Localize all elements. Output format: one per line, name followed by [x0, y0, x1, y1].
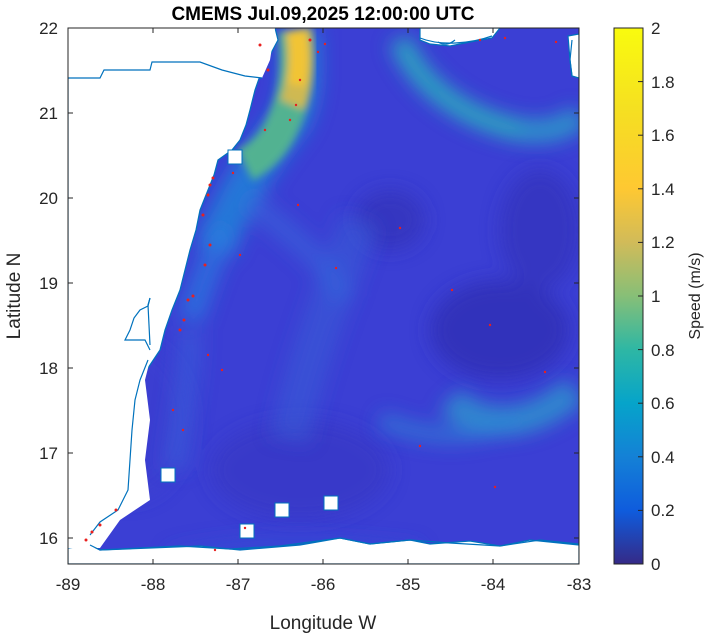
coastline: [68, 35, 579, 551]
y-tick-label: 19: [39, 274, 58, 293]
reef-markers: [84, 36, 558, 552]
masked-cells: [160, 149, 339, 539]
colorbar-tick-label: 1.4: [651, 180, 675, 199]
x-tick-label: -87: [226, 575, 251, 594]
belize-land: [68, 78, 150, 548]
northern-land-strip: [68, 28, 275, 78]
colorbar-tick-label: 0.6: [651, 394, 675, 413]
y-tick-label: 17: [39, 444, 58, 463]
colorbar-tick-label: 0: [651, 555, 660, 574]
cuba-west-tip-land: [567, 33, 579, 79]
y-tick-label: 18: [39, 359, 58, 378]
x-tick-label: -89: [56, 575, 81, 594]
colorbar-tick-label: 0.4: [651, 448, 675, 467]
x-tick-label: -84: [481, 575, 506, 594]
colorbar-tick-label: 1: [651, 287, 660, 306]
y-tick-label: 16: [39, 529, 58, 548]
x-axis: -89 -88 -87 -86 -85 -84 -83 Longitude W: [56, 28, 592, 634]
x-tick-label: -88: [141, 575, 166, 594]
y-axis-label: Latitude N: [4, 253, 25, 340]
y-tick-label: 20: [39, 189, 58, 208]
map-plot-area: [68, 28, 579, 564]
x-axis-label: Longitude W: [270, 613, 377, 634]
y-axis: 16 17 18 19 20 21 22 Latitude N: [4, 19, 579, 548]
colorbar-tick-label: 0.2: [651, 501, 675, 520]
cuba-coast-land: [419, 28, 501, 47]
figure-title: CMEMS Jul.09,2025 12:00:00 UTC: [171, 4, 474, 25]
land-masses: [68, 28, 579, 564]
colorbar-tick-label: 1.8: [651, 73, 675, 92]
y-tick-label: 22: [39, 19, 58, 38]
colorbar-label: Speed (m/s): [687, 252, 704, 339]
fast-current-core: [237, 28, 314, 181]
colorbar-tick-label: 1.2: [651, 233, 675, 252]
colorbar: 0 0.2 0.4 0.6 0.8 1 1.2 1.4 1.6 1.8 2 Sp…: [613, 19, 704, 574]
colorbar-tick-label: 2: [651, 19, 660, 38]
x-tick-label: -85: [396, 575, 421, 594]
x-tick-label: -86: [311, 575, 336, 594]
colorbar-tick-label: 1.6: [651, 126, 675, 145]
y-tick-label: 21: [39, 104, 58, 123]
colorbar-tick-label: 0.8: [651, 341, 675, 360]
x-tick-label: -83: [567, 575, 592, 594]
